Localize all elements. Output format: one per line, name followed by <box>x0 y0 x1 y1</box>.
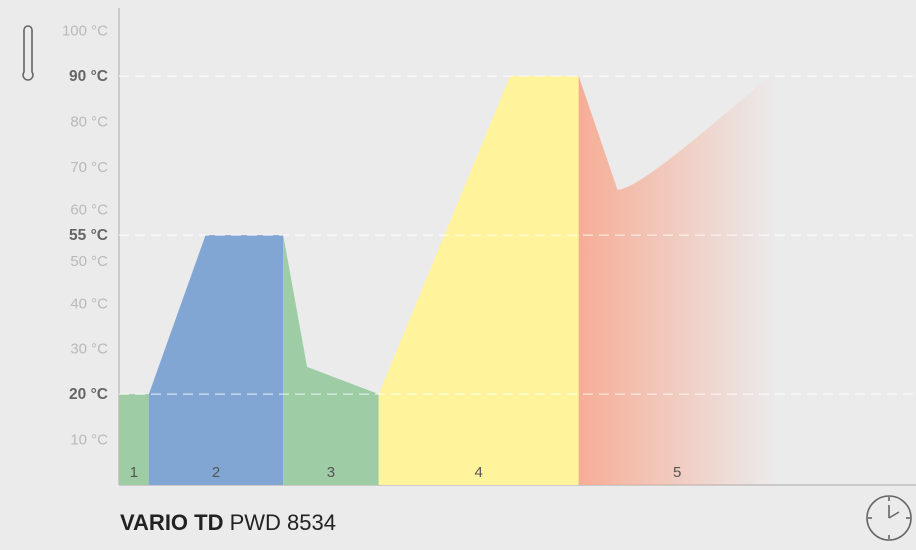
phase-1-area <box>119 394 149 485</box>
phase-2-label: 2 <box>212 464 220 481</box>
y-tick-label: 30 °C <box>70 341 108 358</box>
phase-1-label: 1 <box>130 464 138 481</box>
y-tick-label: 55 °C <box>69 227 108 244</box>
y-tick-label: 70 °C <box>70 159 108 176</box>
phase-5-label: 5 <box>673 464 681 481</box>
phase-4-area <box>378 76 579 486</box>
y-tick-label: 100 °C <box>62 23 108 40</box>
clock-icon <box>866 495 912 541</box>
thermometer-icon <box>22 25 34 81</box>
y-tick-label: 40 °C <box>70 295 108 312</box>
phase-4-label: 4 <box>475 464 483 481</box>
product-title: VARIO TD PWD 8534 <box>120 510 336 536</box>
brand-name: VARIO TD <box>120 510 224 535</box>
phase-3-area <box>283 235 379 485</box>
y-tick-label: 50 °C <box>70 253 108 270</box>
phase-3-label: 3 <box>327 464 335 481</box>
y-tick-label: 10 °C <box>70 432 108 449</box>
y-tick-label: 80 °C <box>70 114 108 131</box>
y-tick-label: 90 °C <box>69 68 108 85</box>
y-tick-label: 20 °C <box>69 386 108 403</box>
model-name: PWD 8534 <box>229 510 336 535</box>
phase-2-area <box>148 235 284 485</box>
phase-5-area <box>578 76 776 486</box>
y-tick-label: 60 °C <box>70 201 108 218</box>
